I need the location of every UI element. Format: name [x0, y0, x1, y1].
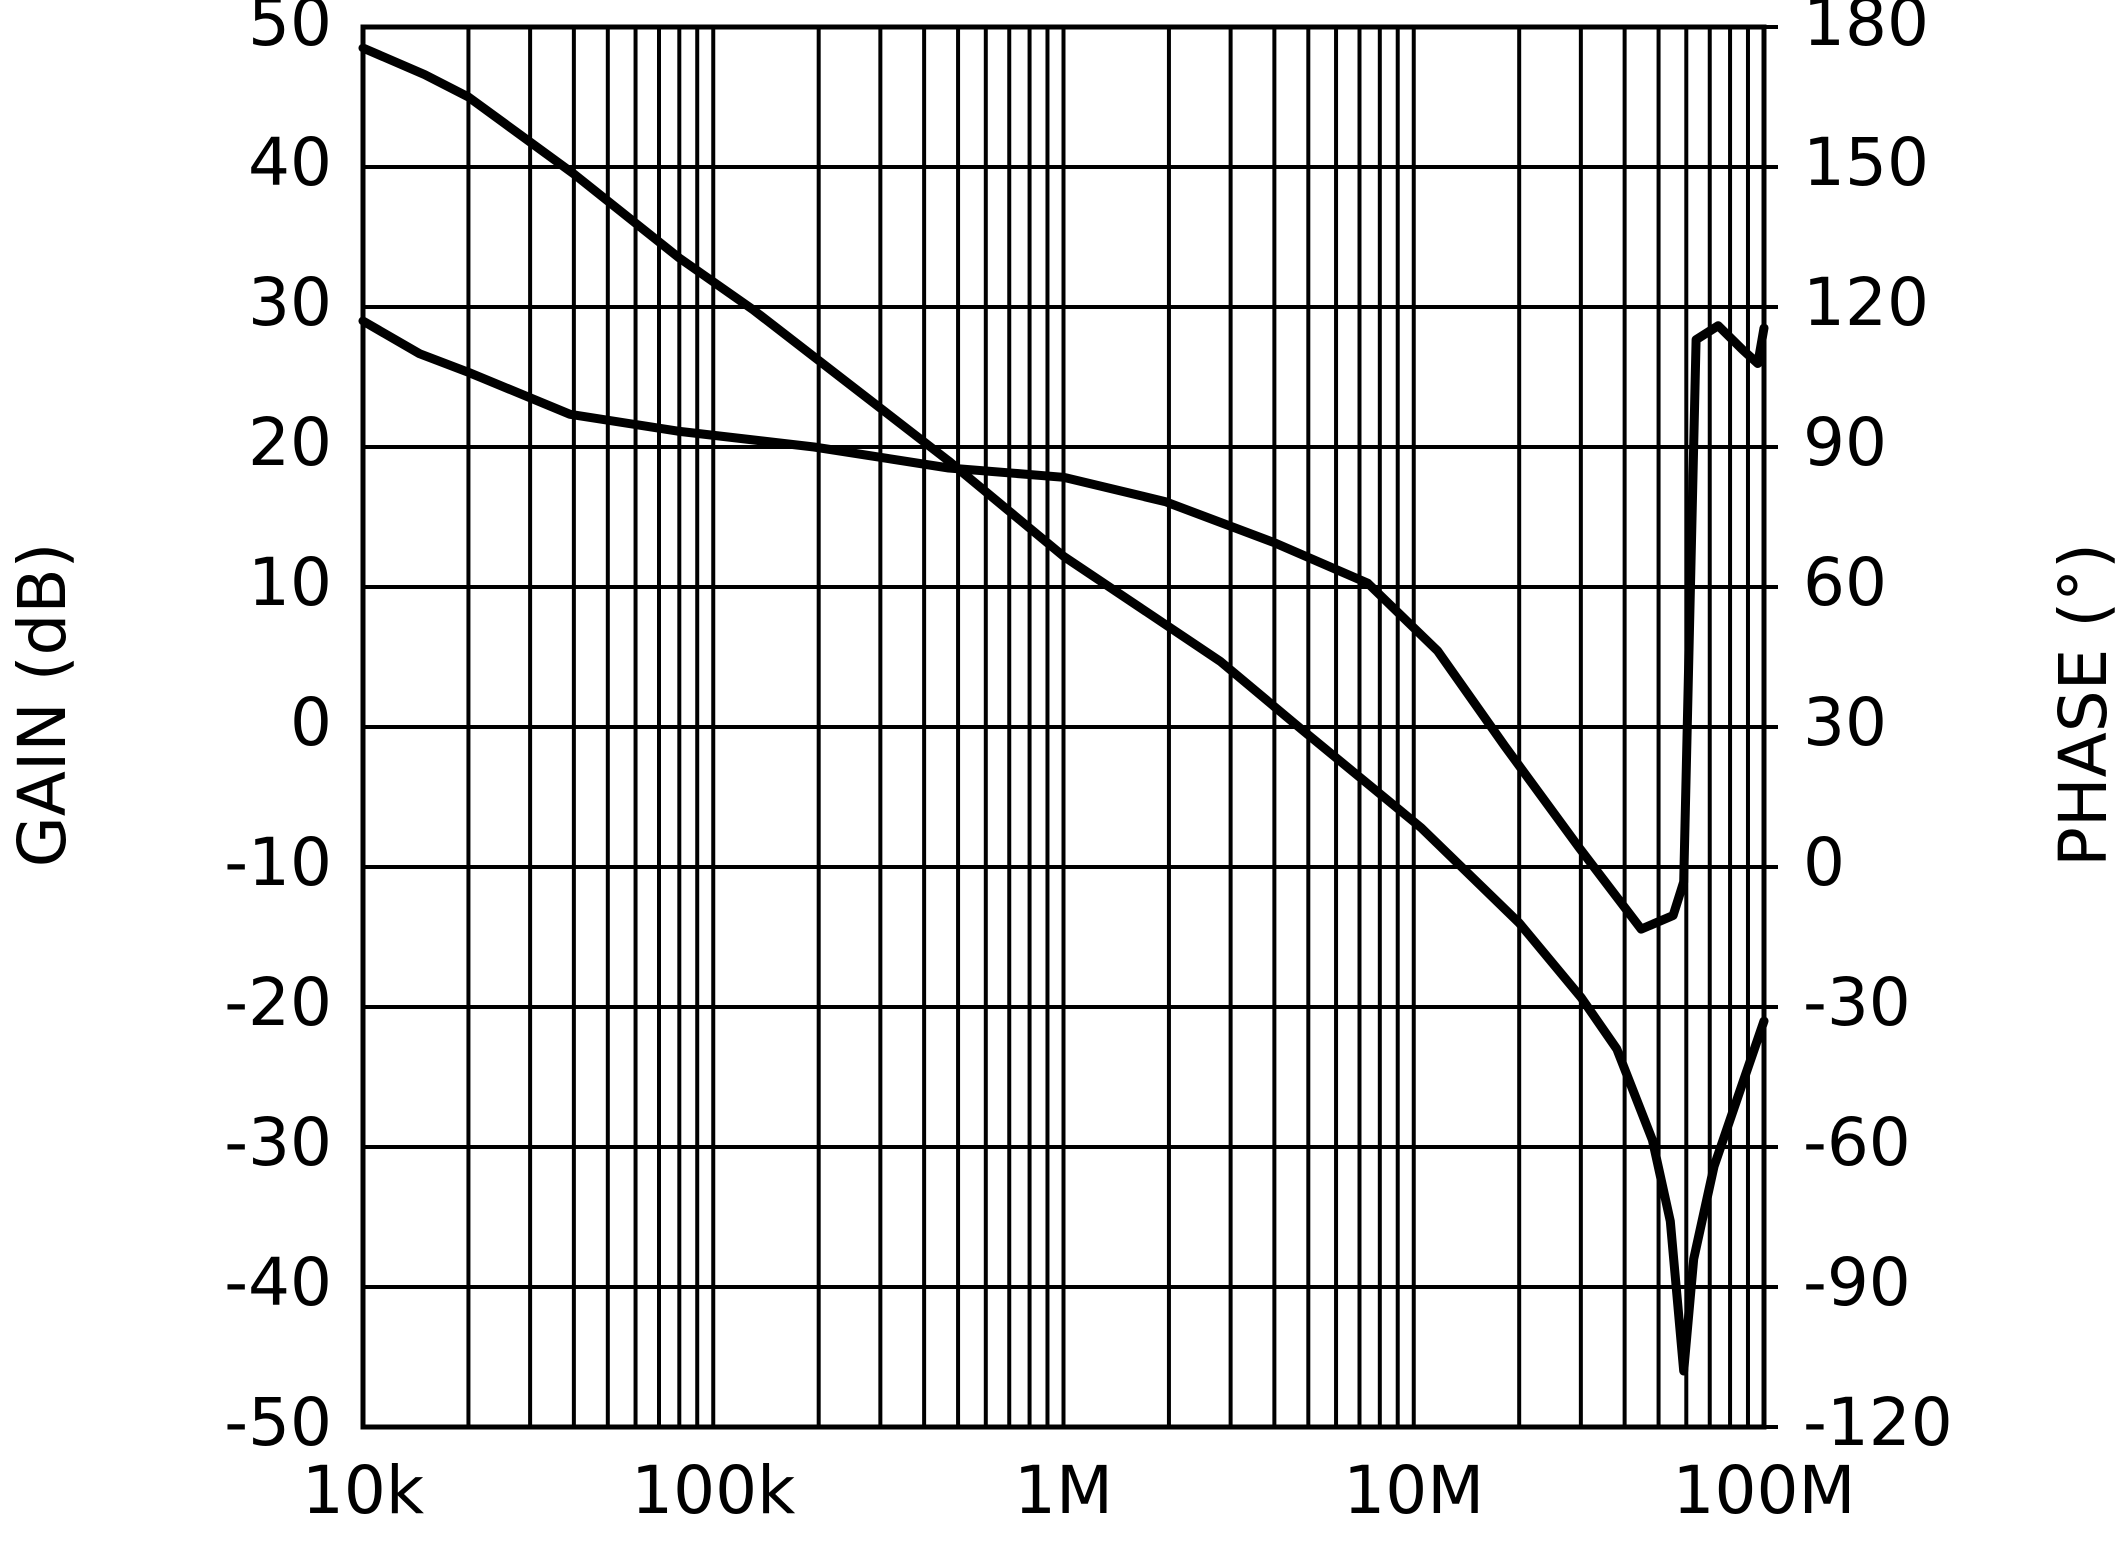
series-line [358, 43, 1769, 1376]
y2-tick-label: -120 [1803, 1384, 1953, 1461]
x-tick-label: 1M [1014, 1452, 1113, 1529]
y-tick-label: 30 [248, 264, 332, 341]
y2-tick-label: 180 [1803, 0, 1929, 61]
y-tick-label: -50 [224, 1384, 332, 1461]
y2-tick-label: 60 [1803, 544, 1887, 621]
y-axis-title: GAIN (dB) [4, 543, 81, 868]
y-tick-label: 50 [248, 0, 332, 61]
x-tick-label: 100M [1673, 1452, 1856, 1529]
y2-tick-label: -30 [1803, 964, 1911, 1041]
lines [358, 43, 1769, 1376]
y-tick-label: -20 [224, 964, 332, 1041]
x-tick-label: 10k [302, 1452, 425, 1529]
x-tick-label: 10M [1343, 1452, 1484, 1529]
y-tick-label: 0 [290, 684, 332, 761]
y-tick-label: -40 [224, 1244, 332, 1321]
y-tick-label: 20 [248, 404, 332, 481]
y-tick-label: 10 [248, 544, 332, 621]
x-tick-label: 100k [631, 1452, 796, 1529]
y2-tick-label: 30 [1803, 684, 1887, 761]
y2-tick-label: 0 [1803, 824, 1845, 901]
y2-tick-label: -60 [1803, 1104, 1911, 1181]
y-tick-label: 40 [248, 124, 332, 201]
y2-axis-title: PHASE (°) [2045, 543, 2122, 867]
grid [360, 24, 1778, 1430]
series-line [358, 316, 1769, 934]
y2-tick-label: 120 [1803, 264, 1929, 341]
y-tick-label: -10 [224, 824, 332, 901]
plot-frame [360, 24, 1767, 1430]
y-tick-label: -30 [224, 1104, 332, 1181]
y2-tick-label: 90 [1803, 404, 1887, 481]
y2-tick-label: 150 [1803, 124, 1929, 201]
y2-tick-label: -90 [1803, 1244, 1911, 1321]
